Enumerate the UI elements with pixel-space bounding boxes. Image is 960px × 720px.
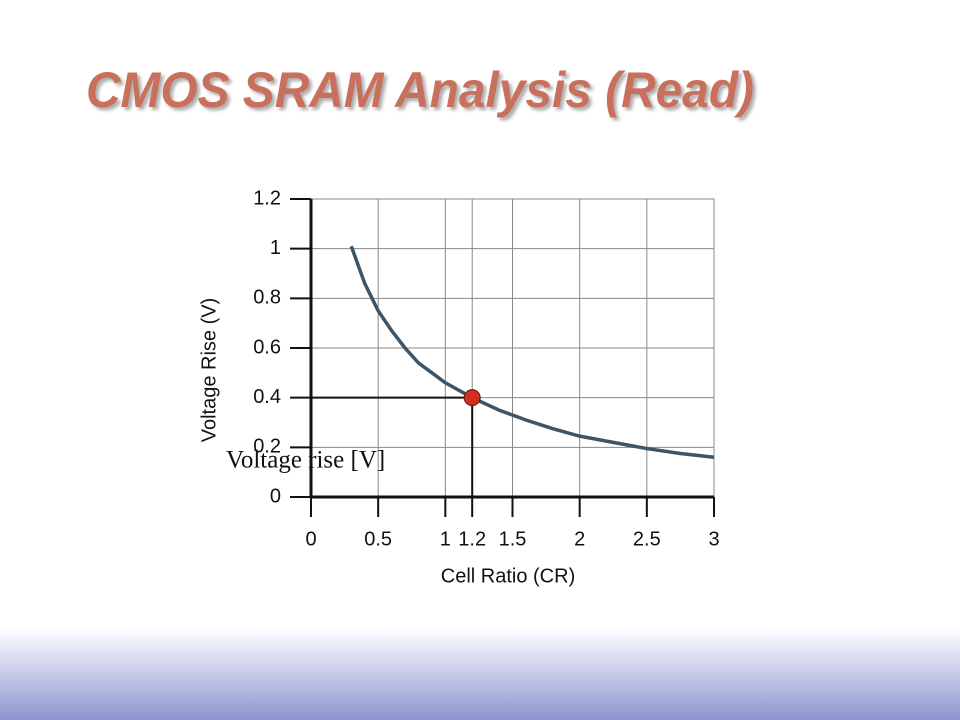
y-tick-label: 0.4	[253, 386, 281, 408]
footer-band	[0, 628, 960, 720]
slide-title: CMOS SRAM Analysis (Read)	[86, 62, 754, 118]
y-tick-label: 0.8	[253, 287, 281, 309]
highlight-point	[463, 389, 481, 407]
y-tick-label: 1	[270, 237, 281, 259]
x-tick-label: 3	[708, 528, 719, 550]
y-axis-label: Voltage Rise (V)	[198, 298, 220, 443]
y-tick-label: 0.2	[253, 436, 281, 458]
grid	[310, 198, 715, 498]
x-tick-label: 0	[305, 528, 316, 550]
x-axis-label: Cell Ratio (CR)	[441, 565, 575, 587]
x-tick-label: 1	[440, 528, 451, 550]
annotation: Voltage rise [V]	[226, 447, 385, 474]
data-line	[349, 245, 715, 460]
x-tick-label: 2	[574, 528, 585, 550]
y-tick-label: 0.6	[253, 336, 281, 358]
x-tick-label: 2.5	[633, 528, 661, 550]
x-tick-label: 1.5	[499, 528, 527, 550]
x-tick-label: 0.5	[364, 528, 392, 550]
y-tick-label: 0	[270, 485, 281, 507]
y-tick-label: 1.2	[253, 187, 281, 209]
x-tick-label: 1.2	[458, 528, 486, 550]
